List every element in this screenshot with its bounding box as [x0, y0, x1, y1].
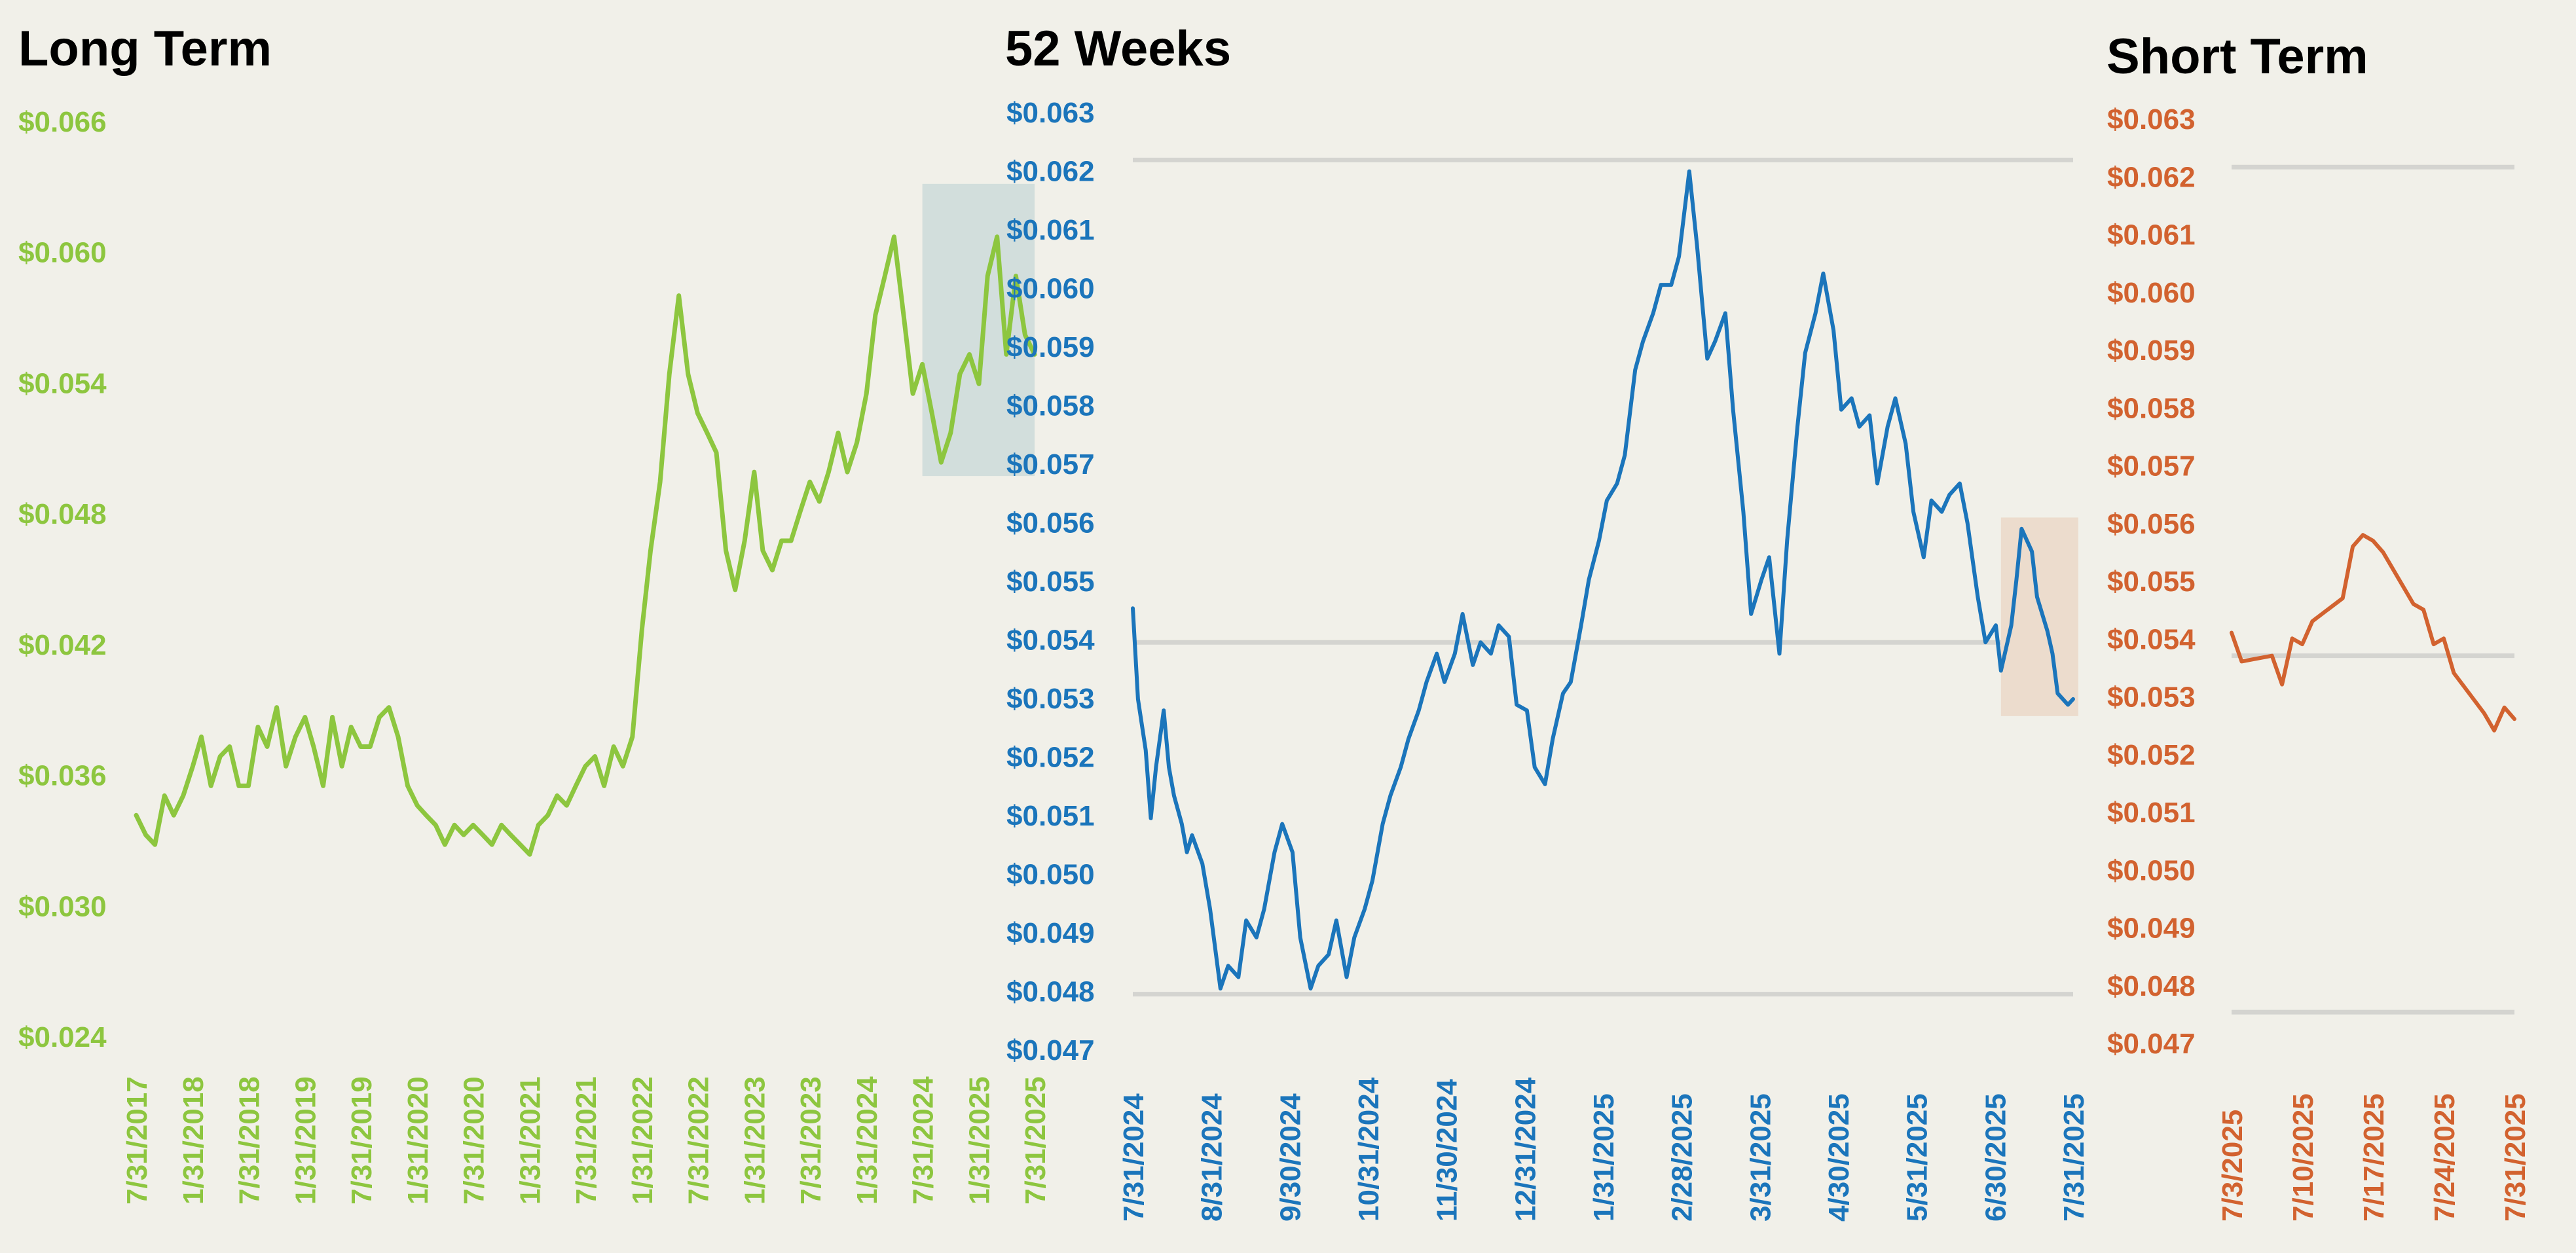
chart-title-52-weeks: 52 Weeks: [1005, 21, 1231, 77]
x-tick-label: 7/3/2025: [2217, 1110, 2249, 1222]
y-tick-label: $0.024: [18, 1021, 107, 1053]
y-tick-label: $0.047: [1006, 1034, 1095, 1066]
y-tick-label: $0.059: [1006, 331, 1095, 363]
y-tick-label: $0.057: [2107, 450, 2196, 482]
y-tick-label: $0.060: [18, 237, 107, 269]
y-tick-label: $0.062: [1006, 156, 1095, 188]
x-tick-label: 2/28/2025: [1666, 1093, 1699, 1222]
series-line: [2230, 533, 2516, 733]
x-tick-label: 1/31/2024: [851, 1076, 883, 1205]
y-tick-label: $0.059: [2107, 335, 2196, 367]
y-tick-label: $0.056: [2107, 508, 2196, 540]
x-tick-label: 7/31/2019: [346, 1076, 378, 1205]
y-tick-label: $0.058: [1006, 390, 1095, 422]
y-tick-label: $0.063: [1006, 97, 1095, 129]
y-tick-label: $0.048: [18, 498, 107, 530]
y-tick-label: $0.030: [18, 890, 107, 922]
x-tick-label: 3/31/2025: [1744, 1093, 1776, 1222]
series-line: [134, 234, 1037, 857]
x-tick-label: 10/31/2024: [1353, 1077, 1385, 1222]
x-tick-label: 7/31/2021: [570, 1076, 602, 1205]
x-tick-label: 1/31/2023: [739, 1076, 771, 1205]
x-tick-label: 7/31/2024: [1118, 1093, 1150, 1222]
y-tick-label: $0.049: [1006, 917, 1095, 949]
x-axis-short-term: 7/3/2025 7/10/2025 7/17/2025 7/24/2025 7/31/…: [2217, 1093, 2531, 1222]
y-axis-short-term: $0.063 $0.062 $0.061 $0.060 $0.059 $0.058 $0.0…: [2107, 103, 2196, 1060]
y-tick-label: $0.061: [2107, 219, 2196, 251]
x-tick-label: 7/24/2025: [2429, 1093, 2461, 1222]
y-tick-label: $0.066: [18, 106, 107, 138]
chart-title-short-term: Short Term: [2107, 29, 2368, 84]
x-tick-label: 7/31/2017: [121, 1076, 153, 1205]
y-tick-label: $0.036: [18, 760, 107, 792]
x-tick-label: 7/31/2024: [908, 1076, 940, 1205]
plot-area-long-term: [134, 183, 1037, 857]
y-tick-label: $0.056: [1006, 507, 1095, 539]
plot-area-52-weeks: [1131, 157, 2078, 997]
x-tick-label: 7/31/2022: [683, 1076, 715, 1205]
y-tick-label: $0.060: [1006, 273, 1095, 305]
panel-long-term: Long Term $0.066 $0.060 $0.054 $0.048 $0.042…: [18, 21, 1052, 1205]
y-tick-label: $0.051: [1006, 800, 1095, 832]
x-tick-label: 7/31/2023: [795, 1076, 827, 1205]
x-axis-52-weeks: 7/31/2024 8/31/2024 9/30/2024 10/31/2024 11/…: [1118, 1077, 2090, 1222]
x-tick-label: 1/31/2025: [1588, 1093, 1620, 1222]
y-tick-label: $0.053: [1006, 683, 1095, 715]
y-tick-label: $0.054: [18, 367, 107, 399]
y-tick-label: $0.053: [2107, 681, 2196, 714]
y-tick-label: $0.055: [2107, 566, 2196, 598]
x-tick-label: 12/31/2024: [1509, 1077, 1541, 1222]
x-tick-label: 1/31/2021: [514, 1076, 546, 1205]
y-tick-label: $0.062: [2107, 161, 2196, 193]
x-tick-label: 6/30/2025: [1979, 1093, 2012, 1222]
y-tick-label: $0.049: [2107, 913, 2196, 945]
highlight-window: [922, 183, 1035, 477]
y-tick-label: $0.047: [2107, 1028, 2196, 1060]
y-tick-label: $0.054: [1006, 625, 1095, 657]
x-tick-label: 7/17/2025: [2358, 1093, 2390, 1222]
x-tick-label: 7/31/2018: [234, 1076, 266, 1205]
x-tick-label: 7/10/2025: [2287, 1093, 2319, 1222]
x-tick-label: 8/31/2024: [1196, 1093, 1228, 1222]
y-axis-52-weeks: $0.063 $0.062 $0.061 $0.060 $0.059 $0.058 $0.0…: [1006, 97, 1095, 1066]
y-tick-label: $0.057: [1006, 448, 1095, 481]
chart-title-long-term: Long Term: [18, 21, 272, 77]
y-tick-label: $0.050: [1006, 859, 1095, 891]
series-line: [1131, 169, 2075, 990]
x-tick-label: 7/31/2025: [1020, 1076, 1052, 1205]
x-tick-label: 1/31/2025: [963, 1076, 995, 1205]
x-tick-label: 1/31/2022: [627, 1076, 659, 1205]
y-tick-label: $0.052: [2107, 739, 2196, 771]
y-axis-long-term: $0.066 $0.060 $0.054 $0.048 $0.042 $0.036 $0.0…: [18, 106, 107, 1053]
x-tick-label: 1/31/2018: [177, 1076, 210, 1205]
y-tick-label: $0.063: [2107, 103, 2196, 136]
x-tick-label: 11/30/2024: [1431, 1079, 1463, 1222]
x-tick-label: 7/31/2020: [458, 1076, 490, 1205]
y-tick-label: $0.055: [1006, 566, 1095, 598]
x-tick-label: 7/31/2025: [2058, 1093, 2090, 1222]
panel-short-term: Short Term $0.063 $0.062 $0.061 $0.060 $0.05…: [2107, 29, 2531, 1222]
y-tick-label: $0.048: [2107, 970, 2196, 1002]
x-tick-label: 1/31/2019: [289, 1076, 322, 1205]
y-tick-label: $0.048: [1006, 976, 1095, 1008]
x-tick-label: 1/31/2020: [402, 1076, 434, 1205]
x-tick-label: 5/31/2025: [1902, 1093, 1934, 1222]
y-tick-label: $0.050: [2107, 854, 2196, 886]
x-tick-label: 4/30/2025: [1823, 1093, 1855, 1222]
plot-area-short-term: [2230, 164, 2516, 1015]
x-tick-label: 9/30/2024: [1274, 1093, 1306, 1222]
y-tick-label: $0.061: [1006, 214, 1095, 246]
y-tick-label: $0.054: [2107, 623, 2196, 655]
y-tick-label: $0.060: [2107, 277, 2196, 309]
panel-52-weeks: 52 Weeks $0.063$0.062$0.061$0.060$0.059$…: [1005, 21, 2090, 1222]
x-axis-long-term: 7/31/2017 1/31/2018 7/31/2018 1/31/2019 7/31…: [121, 1076, 1052, 1205]
x-tick-label: 7/31/2025: [2499, 1093, 2531, 1222]
y-tick-label: $0.058: [2107, 392, 2196, 424]
y-tick-label: $0.051: [2107, 797, 2196, 829]
y-tick-label: $0.042: [18, 629, 107, 661]
y-tick-label: $0.052: [1006, 742, 1095, 774]
